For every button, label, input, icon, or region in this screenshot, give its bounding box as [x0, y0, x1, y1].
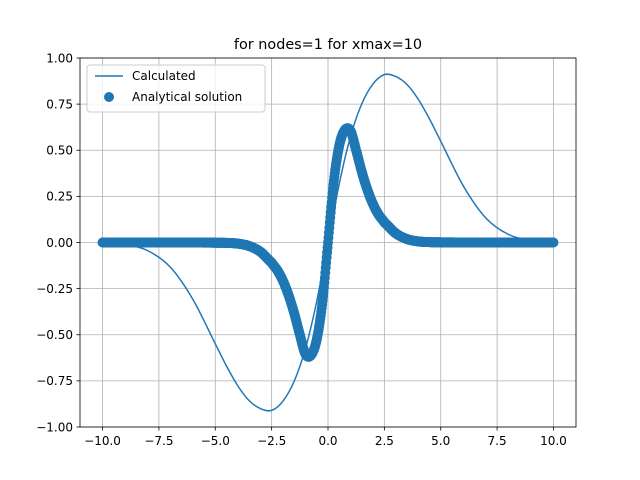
legend-label-calculated: Calculated: [132, 69, 196, 83]
y-tick-label-7: 0.75: [46, 97, 73, 111]
x-tick-label-3: −2.5: [257, 434, 286, 448]
y-tick-label-1: −0.75: [36, 374, 73, 388]
chart-title: for nodes=1 for xmax=10: [234, 37, 422, 53]
y-tick-label-6: 0.50: [46, 144, 73, 158]
y-tick-label-5: 0.25: [46, 190, 73, 204]
x-tick-label-2: −5.0: [201, 434, 230, 448]
legend-box: [86, 64, 266, 113]
legend: Calculated Analytical solution: [86, 64, 266, 113]
y-tick-label-0: −1.00: [36, 420, 73, 434]
legend-marker-swatch: [104, 92, 114, 102]
x-tick-label-1: −7.5: [144, 434, 173, 448]
x-tick-label-0: −10.0: [84, 434, 121, 448]
x-tick-label-6: 5.0: [431, 434, 450, 448]
legend-label-analytical: Analytical solution: [132, 90, 242, 104]
x-tick-label-7: 7.5: [488, 434, 507, 448]
x-tick-label-4: 0.0: [318, 434, 337, 448]
analytical-point-1000: [548, 237, 559, 248]
x-axis: −10.0 −7.5 −5.0 −2.5 0.0 2.5 5.0 7.5 10.0: [84, 427, 567, 448]
y-tick-label-3: −0.25: [36, 282, 73, 296]
series-analytical: [97, 123, 559, 362]
x-tick-label-8: 10.0: [540, 434, 567, 448]
y-tick-label-4: 0.00: [46, 236, 73, 250]
y-tick-label-2: −0.50: [36, 328, 73, 342]
x-tick-label-5: 2.5: [375, 434, 394, 448]
y-axis: −1.00 −0.75 −0.50 −0.25 0.00 0.25 0.50 0.75 1.00: [36, 51, 80, 434]
y-tick-label-8: 1.00: [46, 51, 73, 65]
